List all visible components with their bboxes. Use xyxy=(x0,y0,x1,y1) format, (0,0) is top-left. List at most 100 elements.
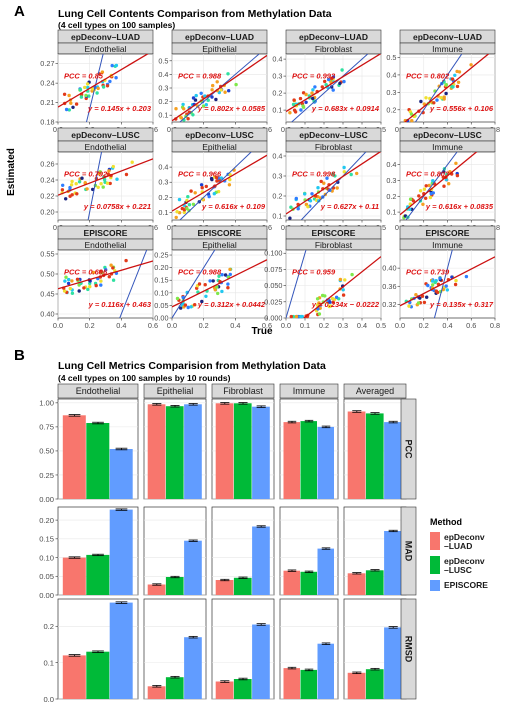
scatter-point xyxy=(324,83,328,87)
scatter-point xyxy=(342,165,346,170)
identity-line xyxy=(405,152,458,220)
scatter-point xyxy=(298,96,303,101)
scatter-point xyxy=(210,88,214,92)
scatter-point xyxy=(425,295,429,299)
facet-strip-method-label: EPISCORE xyxy=(426,228,470,238)
pcc-annotation: PCC = 0.988 xyxy=(178,71,222,80)
bar xyxy=(233,403,252,499)
facet-strip-cell-label: Immune xyxy=(432,44,463,54)
facet-strip-cell-label: Endothelial xyxy=(84,240,126,250)
pcc-annotation: PCC = 0.792 xyxy=(64,169,108,178)
scatter-point xyxy=(454,161,458,165)
bar-column-strip-label: Endothelial xyxy=(76,386,121,396)
fit-equation: y = 0.556x + 0.106 xyxy=(429,104,494,113)
y-tick-label: 0.22 xyxy=(40,192,54,201)
y-tick-label: 0.4 xyxy=(272,55,282,64)
fit-line xyxy=(58,158,153,196)
legend: Method epDeconv–LUADepDeconv–LUSCEPISCOR… xyxy=(430,517,488,591)
scatter-point xyxy=(436,290,440,295)
scatter-point xyxy=(223,90,227,94)
facet-lines xyxy=(404,54,490,122)
scatter-point xyxy=(187,203,192,207)
facet-lines xyxy=(400,152,478,220)
facet-strip-method-label: EPISCORE xyxy=(312,228,356,238)
bar-column-strip xyxy=(57,383,139,399)
y-tick-label: 0.05 xyxy=(154,301,168,310)
bar xyxy=(147,404,166,499)
bar xyxy=(86,423,110,499)
identity-line xyxy=(172,250,216,318)
scatter-point xyxy=(293,110,298,114)
scatter-point xyxy=(234,82,238,87)
panel-b-subtitle: (4 cell types on 100 samples by 10 round… xyxy=(58,373,231,383)
identity-line xyxy=(300,152,367,220)
facet-lines xyxy=(286,54,381,122)
scatter-point xyxy=(85,187,89,191)
scatter-point xyxy=(343,278,347,282)
scatter-point xyxy=(418,189,423,193)
y-tick-label: 0.025 xyxy=(264,297,282,306)
scatter-point xyxy=(419,99,423,104)
facet-axes: 0.0 0.2 0.4 0.6 0.40 0.45 0.50 0.55 xyxy=(40,250,158,331)
fit-line xyxy=(58,260,153,290)
y-tick-label: 0.55 xyxy=(40,250,54,259)
x-tick-label: 0.1 xyxy=(300,321,310,330)
scatter-point xyxy=(424,184,428,188)
scatter-point xyxy=(99,269,103,273)
scatter-point xyxy=(317,312,322,316)
scatter-point xyxy=(75,277,80,281)
scatter-point xyxy=(114,63,119,68)
scatter-point xyxy=(330,296,335,301)
scatter-point xyxy=(102,177,107,182)
scatter-point xyxy=(74,102,79,106)
x-tick-label: 0.2 xyxy=(319,321,329,330)
fit-line xyxy=(172,154,267,212)
facet-2-1: EPISCORE Epithelial PCC = 0.988 y = 0.312x … xyxy=(154,225,272,330)
facet-0-0: epDeconv–LUAD Endothelial PCC = 0.85 y = 0.… xyxy=(40,29,158,134)
scatter-point xyxy=(428,195,433,200)
scatter-point xyxy=(78,88,83,92)
scatter-point xyxy=(414,293,418,297)
scatter-point xyxy=(439,96,443,100)
scatter-point xyxy=(211,279,215,283)
scatter-point xyxy=(435,98,439,102)
bar-y-tick-label: 0.50 xyxy=(39,447,54,456)
scatter-point xyxy=(75,192,79,196)
fit-line xyxy=(302,256,381,318)
scatter-point xyxy=(111,278,116,282)
scatter-point xyxy=(191,202,196,206)
bar xyxy=(184,637,202,699)
scatter-point xyxy=(69,101,73,105)
facet-grid xyxy=(57,152,154,220)
scatter-point xyxy=(186,195,190,199)
scatter-point xyxy=(330,85,334,89)
y-tick-label: 0.21 xyxy=(40,98,54,107)
scatter-point xyxy=(210,177,214,182)
facet-strip-method-label: epDeconv–LUSC xyxy=(299,130,368,140)
bar-facet-2-2 xyxy=(211,598,275,700)
scatter-point xyxy=(326,77,331,82)
scatter-point xyxy=(99,283,103,287)
scatter-point xyxy=(174,107,178,111)
scatter-point xyxy=(111,164,116,169)
x-tick-label: 0.0 xyxy=(53,321,63,330)
scatter-point xyxy=(355,171,359,176)
fit-equation: y = 0.234x − 0.0222 xyxy=(311,300,380,309)
scatter-point xyxy=(124,258,128,263)
scatter-point xyxy=(91,270,96,275)
facet-2-0: EPISCORE Endothelial PCC = 0.606 y = 0.116x… xyxy=(40,225,158,331)
scatter-point xyxy=(107,169,111,173)
bar-facet-0-0 xyxy=(57,398,139,500)
facet-lines xyxy=(172,152,267,220)
scatter-point xyxy=(88,284,92,289)
fit-line xyxy=(172,259,267,308)
scatter-point xyxy=(108,181,112,186)
scatter-point xyxy=(453,73,457,78)
bar xyxy=(184,404,202,499)
scatter-point xyxy=(226,282,230,286)
y-tick-label: 0.5 xyxy=(386,53,396,62)
scatter-point xyxy=(310,91,314,95)
bar xyxy=(252,406,270,499)
y-tick-label: 0.3 xyxy=(272,72,282,81)
